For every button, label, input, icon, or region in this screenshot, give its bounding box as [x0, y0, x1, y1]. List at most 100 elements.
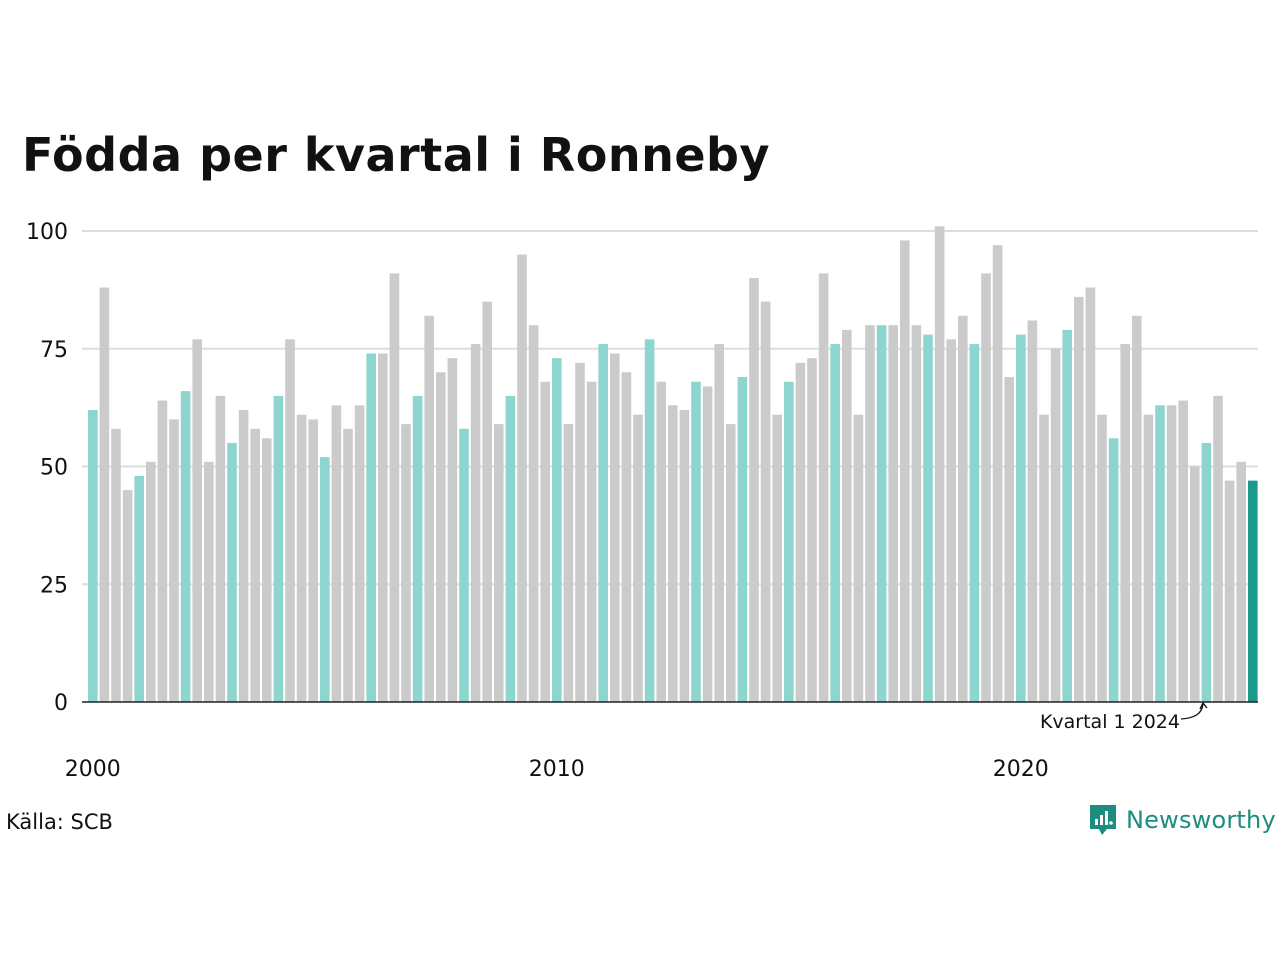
- bar: [656, 381, 666, 702]
- bar: [726, 424, 736, 702]
- bar: [285, 339, 295, 702]
- annotation-arrowhead: [1199, 701, 1208, 710]
- bar: [331, 405, 342, 702]
- bar: [1039, 414, 1049, 702]
- bar: [320, 457, 330, 702]
- bar: [1120, 344, 1130, 702]
- bar: [668, 405, 678, 702]
- bar: [354, 405, 365, 702]
- bar: [1201, 442, 1212, 702]
- bar: [436, 372, 446, 702]
- bar: [517, 254, 527, 703]
- annotation-arrow: [1180, 703, 1204, 720]
- bar: [262, 438, 272, 702]
- bar: [470, 344, 481, 702]
- source-note: Källa: SCB: [6, 810, 113, 834]
- bar: [204, 461, 214, 702]
- bar-chart: 0 25 50 75 100 2000 2010 2020 Kvartal 1 2024: [26, 220, 1258, 782]
- bar: [482, 301, 492, 702]
- bar: [1178, 400, 1188, 702]
- bar: [169, 419, 179, 702]
- y-tick-label: 25: [40, 573, 68, 598]
- bar: [273, 395, 284, 702]
- bar: [610, 353, 620, 702]
- bar: [296, 414, 307, 702]
- bar: [691, 381, 701, 702]
- bar: [923, 334, 933, 702]
- bar: [1248, 480, 1258, 702]
- bar: [528, 325, 539, 702]
- bar: [122, 490, 133, 702]
- bar: [1097, 414, 1107, 702]
- y-axis-ticks: 0 25 50 75 100: [26, 220, 68, 716]
- bar: [552, 358, 562, 702]
- bar: [99, 287, 110, 702]
- bar: [842, 329, 852, 702]
- bar: [447, 358, 458, 702]
- bar: [540, 381, 550, 702]
- bar: [772, 414, 782, 702]
- bar: [934, 226, 945, 703]
- y-tick-label: 0: [54, 691, 68, 716]
- bar: [992, 245, 1003, 702]
- y-tick-label: 100: [26, 220, 68, 245]
- bar: [134, 475, 144, 702]
- bar: [598, 344, 608, 702]
- bar: [1236, 461, 1246, 702]
- bar: [1016, 334, 1026, 702]
- bar: [1190, 466, 1200, 702]
- bar: [215, 395, 226, 702]
- x-tick-label: 2000: [65, 757, 121, 782]
- bar: [563, 424, 574, 702]
- bar: [238, 409, 249, 702]
- bar: [911, 325, 922, 702]
- y-tick-label: 50: [40, 456, 68, 481]
- bar: [459, 428, 469, 702]
- bar: [749, 278, 759, 702]
- bar: [888, 325, 898, 702]
- bar: [1004, 377, 1014, 702]
- bar: [157, 400, 168, 702]
- bar: [830, 344, 840, 702]
- bar: [250, 428, 260, 702]
- bar: [1027, 320, 1038, 702]
- bar: [227, 442, 237, 702]
- chart-title: Födda per kvartal i Ronneby: [22, 128, 770, 182]
- brand-name: Newsworthy: [1126, 806, 1276, 834]
- bar: [1132, 315, 1142, 702]
- bar: [111, 428, 121, 702]
- bar: [807, 358, 817, 702]
- bar: [714, 344, 724, 702]
- bar: [1155, 405, 1165, 702]
- annotation-label: Kvartal 1 2024: [1040, 711, 1180, 733]
- bar: [366, 353, 376, 702]
- bar: [621, 372, 632, 702]
- bar: [702, 386, 713, 702]
- bar: [1166, 405, 1177, 702]
- y-tick-label: 75: [40, 338, 68, 363]
- bar: [401, 424, 411, 702]
- bar: [1213, 395, 1223, 702]
- x-axis-ticks: 2000 2010 2020: [65, 757, 1049, 782]
- bar: [1050, 348, 1061, 702]
- bar: [146, 461, 156, 702]
- bar: [180, 391, 191, 702]
- bar: [378, 353, 388, 702]
- bar: [505, 395, 516, 702]
- bar: [958, 315, 968, 702]
- bar: [795, 362, 806, 702]
- bar: [1143, 414, 1154, 702]
- bar: [412, 395, 423, 702]
- bar: [760, 301, 771, 702]
- bar: [575, 362, 585, 702]
- bar: [737, 377, 748, 702]
- bar: [679, 409, 690, 702]
- bars: [88, 226, 1258, 703]
- bar: [876, 325, 887, 702]
- bar: [389, 273, 400, 702]
- newsworthy-logo: Newsworthy: [1088, 803, 1276, 837]
- bar: [1062, 329, 1072, 702]
- x-tick-label: 2020: [993, 757, 1049, 782]
- bar: [343, 428, 353, 702]
- bar: [88, 409, 98, 702]
